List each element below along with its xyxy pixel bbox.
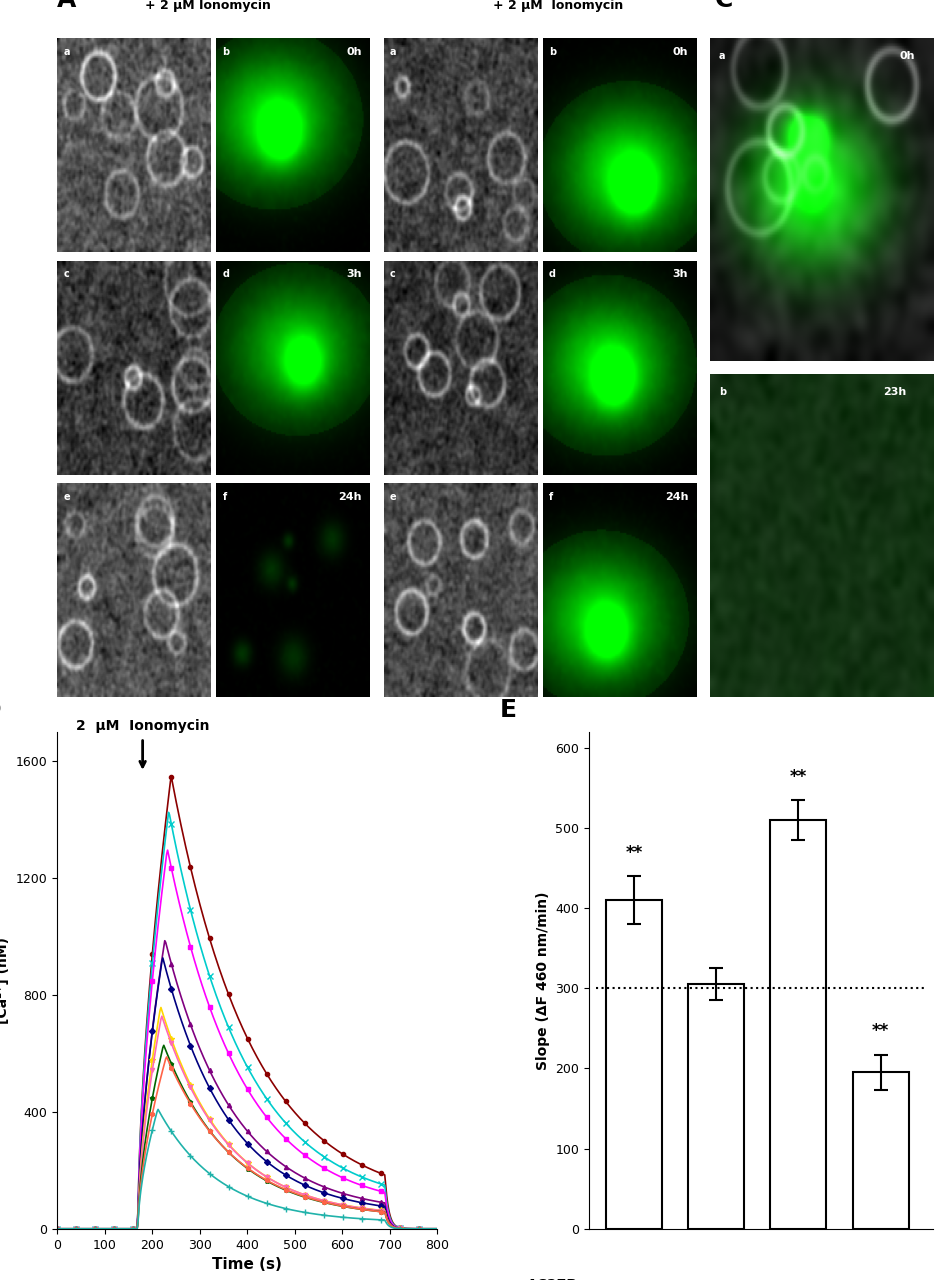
Text: C: C [714,0,733,12]
Text: **: ** [872,1023,889,1041]
Text: c: c [63,269,69,279]
Text: d: d [223,269,229,279]
Bar [606,900,662,1229]
Text: +: + [710,1279,723,1280]
Text: A: A [57,0,76,12]
Text: E: E [500,698,517,722]
Bar [688,984,744,1229]
Text: + 2 μM  Ionomycin: + 2 μM Ionomycin [493,0,623,12]
Text: b: b [223,47,229,56]
Text: **: ** [625,844,643,861]
Text: 23h: 23h [883,387,906,397]
Text: 24h: 24h [338,492,362,502]
Text: +: + [874,1279,887,1280]
Text: 24h: 24h [664,492,688,502]
Text: -: - [795,1279,802,1280]
Text: a: a [63,47,69,56]
Text: 0h: 0h [900,51,915,61]
Text: d: d [549,269,556,279]
Text: 3h: 3h [347,269,362,279]
Text: c: c [389,269,395,279]
Text: 3h: 3h [673,269,688,279]
Text: e: e [389,492,396,502]
Text: 2  μM  Ionomycin: 2 μM Ionomycin [76,719,209,733]
Text: -: - [631,1279,637,1280]
Bar [770,820,826,1229]
Y-axis label: [Ca²⁺] (nM): [Ca²⁺] (nM) [0,937,10,1024]
X-axis label: Time (s): Time (s) [212,1257,282,1272]
Text: a: a [719,51,725,61]
Y-axis label: Slope (ΔF 460 nm/min): Slope (ΔF 460 nm/min) [536,891,550,1070]
Text: 0h: 0h [347,47,362,56]
Text: e: e [63,492,69,502]
Text: b: b [719,387,726,397]
Text: D: D [0,698,2,722]
Text: **: ** [790,768,807,786]
Bar [853,1073,908,1229]
Text: a: a [389,47,396,56]
Text: + 2 μM Ionomycin: + 2 μM Ionomycin [145,0,270,12]
Text: f: f [223,492,227,502]
Text: f: f [549,492,553,502]
Text: b: b [549,47,556,56]
Text: AC27P: AC27P [527,1279,578,1280]
Text: 0h: 0h [673,47,688,56]
